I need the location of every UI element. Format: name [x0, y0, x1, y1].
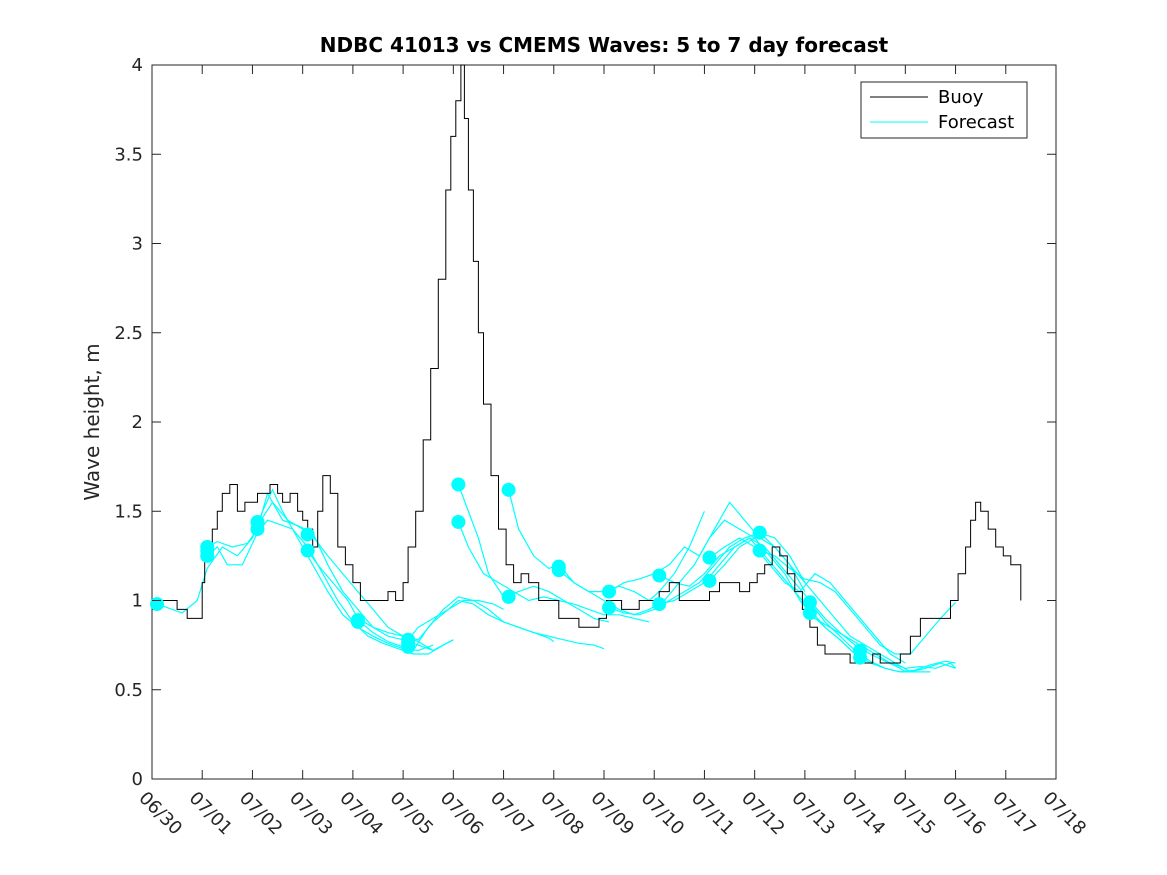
y-tick-label: 0.5: [114, 680, 143, 701]
legend-box: [860, 81, 1028, 139]
forecast-markers: [150, 477, 868, 665]
forecast-line: [709, 537, 957, 669]
forecast-line: [457, 484, 610, 623]
forecast-marker: [451, 514, 466, 529]
legend-forecast-label: Forecast: [938, 112, 1014, 133]
forecast-line: [608, 532, 806, 616]
chart-title: NDBC 41013 vs CMEMS Waves: 5 to 7 day fo…: [320, 33, 889, 57]
forecast-marker: [702, 550, 717, 565]
plot-area: [151, 64, 1057, 780]
forecast-marker: [702, 573, 717, 588]
y-tick-label: 2.5: [114, 323, 143, 344]
forecast-marker: [350, 614, 365, 629]
forecast-marker: [451, 477, 466, 492]
y-tick-label: 3: [132, 234, 143, 255]
y-tick-label: 1.5: [114, 501, 143, 522]
forecast-marker: [200, 543, 215, 558]
y-axis-label: Wave height, m: [80, 343, 104, 500]
legend: Buoy Forecast: [860, 81, 1028, 139]
forecast-marker: [602, 584, 617, 599]
forecast-line: [256, 501, 454, 652]
forecast-marker: [501, 589, 516, 604]
y-tick-label: 1: [132, 591, 143, 612]
y-tick-label: 4: [132, 55, 143, 76]
forecast-marker: [752, 525, 767, 540]
buoy-series: [152, 64, 1022, 664]
forecast-marker: [401, 636, 416, 651]
forecast-marker: [300, 527, 315, 542]
forecast-line: [457, 521, 650, 623]
forecast-marker: [752, 543, 767, 558]
forecast-line: [407, 599, 555, 643]
forecast-marker: [250, 522, 265, 537]
forecast-marker: [853, 650, 868, 665]
forecast-marker: [150, 597, 165, 612]
forecast-marker: [652, 597, 667, 612]
buoy-line: [152, 64, 1022, 664]
y-tick-label: 3.5: [114, 144, 143, 165]
forecast-marker: [551, 563, 566, 578]
y-tick-label: 2: [132, 412, 143, 433]
y-tick-label: 0: [132, 769, 143, 790]
forecast-marker: [652, 568, 667, 583]
forecast-line: [608, 501, 806, 593]
forecast-marker: [300, 543, 315, 558]
forecast-line: [156, 488, 434, 652]
forecast-line: [709, 537, 906, 664]
forecast-line: [357, 596, 605, 652]
axes-box: [151, 64, 1057, 780]
legend-buoy-label: Buoy: [938, 87, 984, 108]
forecast-line: [759, 532, 956, 673]
forecast-marker: [802, 605, 817, 620]
forecast-line: [759, 549, 957, 655]
forecast-marker: [602, 600, 617, 615]
forecast-marker: [802, 595, 817, 610]
forecast-marker: [501, 482, 516, 497]
